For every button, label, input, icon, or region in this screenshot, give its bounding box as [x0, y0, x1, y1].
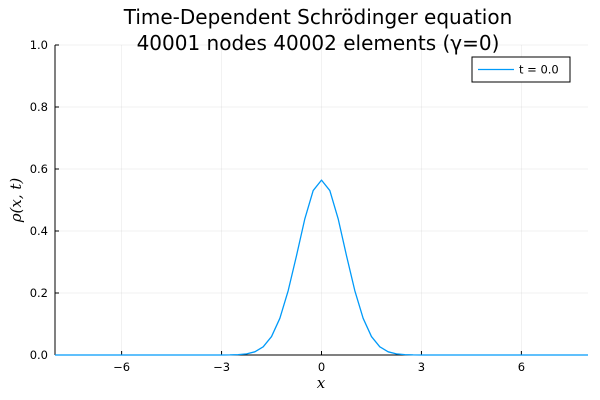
x-tick-label: 0 [318, 360, 325, 374]
series-line-1 [55, 179, 588, 356]
y-tick-label: 0.8 [30, 100, 48, 114]
grid [55, 44, 588, 356]
x-tick-label: 6 [518, 360, 525, 374]
x-tick-label: −6 [113, 360, 130, 374]
y-tick-label: 0.0 [30, 348, 48, 362]
legend-label-series-1: t = 0.0 [519, 63, 559, 77]
x-tick-label: −3 [213, 360, 230, 374]
chart-title-line-1: Time-Dependent Schrödinger equation [123, 5, 513, 29]
y-axis-label: ρ(x, t) [7, 178, 25, 224]
x-ticks: −6 −3 0 3 6 [113, 351, 525, 374]
y-tick-label: 0.2 [30, 286, 48, 300]
x-axis-label: x [317, 374, 326, 392]
legend: t = 0.0 [471, 56, 571, 83]
y-tick-label: 0.4 [30, 224, 48, 238]
y-tick-label: 1.0 [30, 38, 48, 52]
y-tick-label: 0.6 [30, 162, 48, 176]
x-tick-label: 3 [418, 360, 425, 374]
series-group [55, 179, 588, 356]
chart-title-line-2: 40001 nodes 40002 elements (γ=0) [137, 31, 500, 55]
